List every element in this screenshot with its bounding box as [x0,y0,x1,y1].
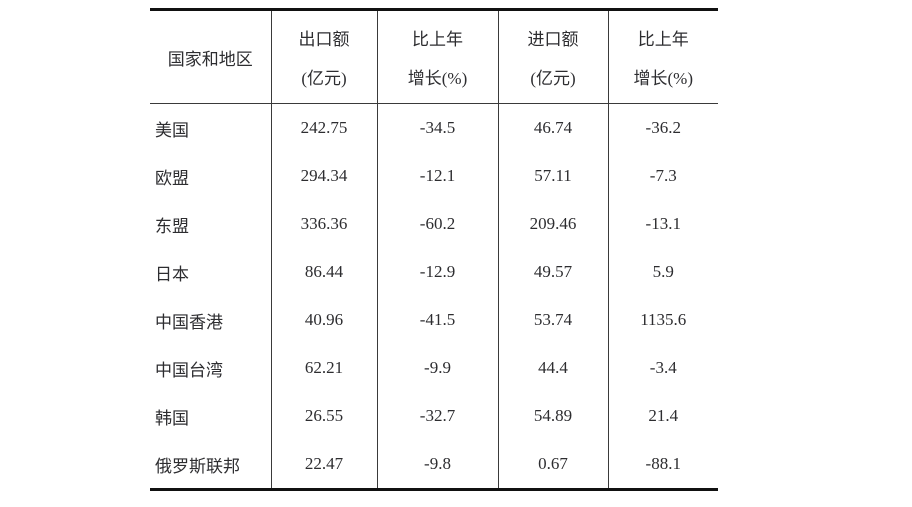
import-value-cell: 209.46 [497,200,608,248]
region-cell: 俄罗斯联邦 [155,456,240,476]
import-value-cell: 0.67 [497,440,608,490]
region-cell: 韩国 [155,408,189,428]
export-value-cell: 294.34 [270,152,377,200]
header-import-line1: 进口额 [527,30,579,49]
region-cell: 美国 [155,120,189,140]
header-import-growth-line1: 比上年 [637,30,689,49]
header-export-line2: (亿元) [301,69,347,88]
export-value-cell: 336.36 [270,200,377,248]
header-export-growth: 比上年 增长(%) [376,9,498,104]
export-value-cell: 62.21 [270,344,377,392]
trade-statistics-table: 国家和地区 出口额 (亿元) 比上年 增长(%) [150,8,718,491]
export-value-cell: 242.75 [270,103,377,152]
table-row: 欧盟 294.34 -12.1 57.11 -7.3 [150,152,718,200]
header-region-label: 国家和地区 [167,49,253,69]
export-value-cell: 40.96 [270,296,377,344]
import-growth-cell: -36.2 [607,103,718,152]
export-growth-cell: -34.5 [376,103,498,152]
import-value-cell: 54.89 [497,392,608,440]
import-growth-cell: -7.3 [607,152,718,200]
header-import-growth: 比上年 增长(%) [607,9,718,104]
import-value-cell: 44.4 [497,344,608,392]
import-growth-cell: -13.1 [607,200,718,248]
import-growth-cell: -3.4 [607,344,718,392]
import-growth-cell: 21.4 [607,392,718,440]
header-export-line1: 出口额 [298,30,350,49]
region-cell: 东盟 [155,216,189,236]
header-import-value: 进口额 (亿元) [497,9,608,104]
region-cell: 欧盟 [155,168,189,188]
header-row: 国家和地区 出口额 (亿元) 比上年 增长(%) [150,9,718,104]
export-value-cell: 22.47 [270,440,377,490]
table-row: 日本 86.44 -12.9 49.57 5.9 [150,248,718,296]
table-row: 韩国 26.55 -32.7 54.89 21.4 [150,392,718,440]
export-growth-cell: -32.7 [376,392,498,440]
header-export-growth-line2: 增长(%) [407,69,468,88]
region-cell: 中国香港 [155,312,223,332]
export-growth-cell: -9.8 [376,440,498,490]
import-value-cell: 53.74 [497,296,608,344]
export-value-cell: 86.44 [270,248,377,296]
table-row: 东盟 336.36 -60.2 209.46 -13.1 [150,200,718,248]
export-growth-cell: -41.5 [376,296,498,344]
region-cell: 日本 [155,264,189,284]
table-row: 美国 242.75 -34.5 46.74 -36.2 [150,103,718,152]
table-row: 中国香港 40.96 -41.5 53.74 1135.6 [150,296,718,344]
header-import-growth-line2: 增长(%) [633,69,693,88]
export-growth-cell: -9.9 [376,344,498,392]
region-cell: 中国台湾 [155,360,223,380]
header-export-growth-line1: 比上年 [412,30,463,49]
table-row: 俄罗斯联邦 22.47 -9.8 0.67 -88.1 [150,440,718,490]
export-growth-cell: -12.1 [376,152,498,200]
header-region: 国家和地区 [150,10,271,104]
header-import-line2: (亿元) [530,69,576,88]
import-growth-cell: -88.1 [607,440,718,490]
table-header: 国家和地区 出口额 (亿元) 比上年 增长(%) [150,9,718,104]
export-growth-cell: -60.2 [376,200,498,248]
import-value-cell: 46.74 [497,103,608,152]
header-export-value: 出口额 (亿元) [270,9,377,104]
table-row: 中国台湾 62.21 -9.9 44.4 -3.4 [150,344,718,392]
export-growth-cell: -12.9 [376,248,498,296]
export-value-cell: 26.55 [270,392,377,440]
import-value-cell: 49.57 [497,248,608,296]
import-value-cell: 57.11 [497,152,608,200]
import-growth-cell: 1135.6 [607,296,718,344]
import-growth-cell: 5.9 [607,248,718,296]
table-body: 美国 242.75 -34.5 46.74 -36.2 欧盟 294.34 -12.1 57.1… [150,103,718,490]
